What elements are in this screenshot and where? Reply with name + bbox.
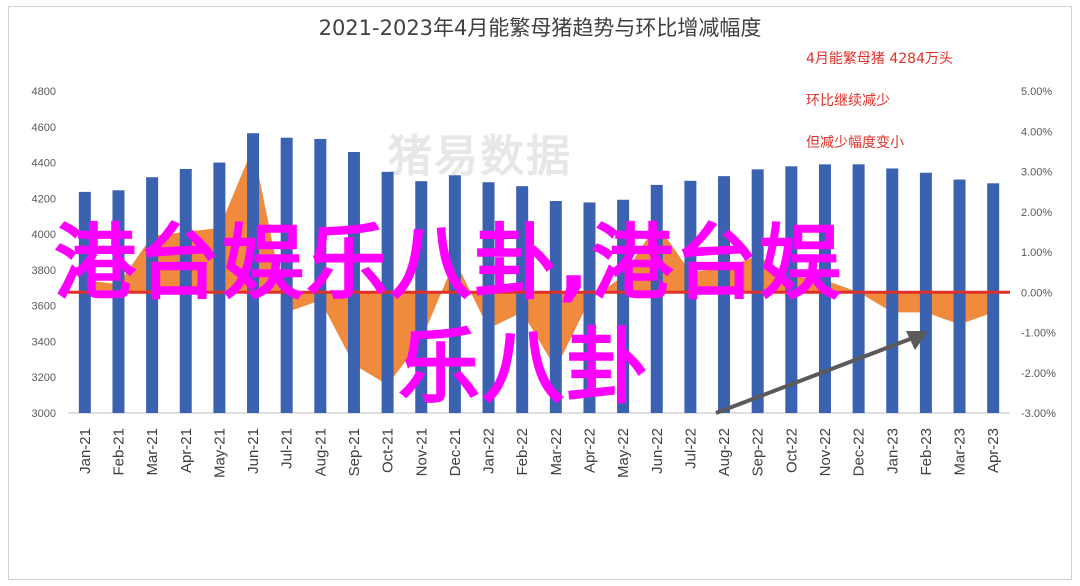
- x-tick-label: Aug-21: [312, 428, 329, 476]
- y-right-tick-label: 0.00%: [1021, 287, 1052, 299]
- bar-Jan-21: [78, 191, 91, 413]
- x-tick-label: Nov-22: [817, 428, 834, 476]
- x-tick-label: Jun-21: [245, 428, 262, 474]
- x-tick-label: Jul-22: [682, 428, 699, 469]
- bar-Apr-23: [987, 183, 1000, 413]
- x-tick-label: Oct-21: [380, 428, 397, 473]
- y-right-tick-label: -1.00%: [1021, 328, 1056, 340]
- bar-Mar-22: [549, 201, 562, 413]
- x-tick-label: Aug-22: [716, 428, 733, 476]
- y-left-tick-label: 3200: [32, 372, 56, 384]
- annotation-sow-count: 4月能繁母猪 4284万头: [806, 51, 953, 67]
- y-right-tick-label: 4.00%: [1021, 126, 1052, 138]
- chart-title: 2021-2023年4月能繁母猪趋势与环比增减幅度: [318, 16, 762, 40]
- bar-Jan-22: [482, 182, 495, 413]
- x-tick-label: Feb-22: [514, 428, 531, 476]
- bar-Nov-21: [415, 181, 428, 413]
- x-tick-label: Apr-22: [581, 428, 598, 473]
- chart-frame: [8, 6, 1072, 580]
- bar-Aug-21: [314, 138, 327, 414]
- annotation-smaller-drop: 但减少幅度变小: [806, 135, 904, 151]
- annotation-decrease: 环比继续减少: [806, 93, 890, 109]
- trend-arrow-head: [906, 331, 928, 350]
- overlay-text-line-2: 乐八卦: [398, 320, 651, 415]
- x-tick-label: Dec-22: [851, 428, 868, 476]
- x-tick-label: Dec-21: [447, 428, 464, 476]
- y-left-tick-label: 3000: [32, 408, 56, 420]
- x-tick-label: Jan-23: [884, 428, 901, 474]
- bar-Feb-21: [112, 190, 125, 413]
- y-left-tick-label: 4000: [32, 229, 56, 241]
- bar-Dec-22: [852, 164, 865, 413]
- x-tick-label: Nov-21: [413, 428, 430, 476]
- y-left-tick-label: 3600: [32, 301, 56, 313]
- x-tick-label: Feb-23: [918, 428, 935, 476]
- x-tick-label: Feb-21: [110, 428, 127, 476]
- bar-Apr-22: [583, 202, 596, 413]
- bar-Mar-23: [953, 179, 966, 413]
- x-tick-label: Sep-22: [750, 428, 767, 476]
- bar-Sep-21: [347, 152, 360, 414]
- bar-Feb-22: [516, 186, 529, 413]
- bar-Oct-22: [785, 166, 798, 413]
- bar-Dec-21: [448, 175, 461, 413]
- bar-Nov-22: [818, 164, 831, 413]
- bar-Jul-21: [280, 137, 293, 413]
- bar-Jul-22: [684, 180, 697, 413]
- bar-Jun-22: [650, 184, 663, 413]
- watermark-logo: 猪易数据: [388, 131, 572, 182]
- overlay-text-line-1: 港台娱乐八卦,港台娱: [54, 216, 844, 311]
- y-right-tick-label: -2.00%: [1021, 368, 1056, 380]
- x-tick-label: Sep-21: [346, 428, 363, 476]
- x-tick-label: Jun-22: [649, 428, 666, 474]
- x-tick-label: Jul-21: [279, 428, 296, 469]
- y-right-tick-label: 2.00%: [1021, 207, 1052, 219]
- x-tick-label: Apr-23: [985, 428, 1002, 473]
- bar-Aug-22: [718, 176, 731, 413]
- bar-Jun-21: [247, 133, 260, 413]
- x-tick-label: Jan-21: [77, 428, 94, 474]
- y-right-tick-label: 1.00%: [1021, 247, 1052, 259]
- y-right-tick-label: 5.00%: [1021, 86, 1052, 98]
- x-tick-label: May-22: [615, 428, 632, 478]
- x-tick-label: Apr-21: [178, 428, 195, 473]
- x-tick-label: Mar-22: [548, 428, 565, 476]
- bar-May-21: [213, 162, 226, 413]
- y-left-tick-label: 3800: [32, 265, 56, 277]
- y-right-tick-label: 3.00%: [1021, 167, 1052, 179]
- y-left-tick-label: 4400: [32, 158, 56, 170]
- x-tick-label: May-21: [211, 428, 228, 478]
- y-left-tick-label: 4600: [32, 122, 56, 134]
- y-right-tick-label: -3.00%: [1021, 408, 1056, 420]
- mom-change-area: [84, 147, 994, 385]
- x-tick-label: Oct-22: [783, 428, 800, 473]
- x-tick-label: Jan-22: [481, 428, 498, 474]
- x-tick-label: Mar-23: [952, 428, 969, 476]
- x-tick-label: Mar-21: [144, 428, 161, 476]
- y-left-tick-label: 3400: [32, 336, 56, 348]
- trend-arrow-line: [715, 334, 919, 415]
- y-left-tick-label: 4800: [32, 86, 56, 98]
- bar-May-22: [617, 199, 630, 413]
- bar-Jan-23: [886, 168, 899, 413]
- y-left-tick-label: 4200: [32, 193, 56, 205]
- bar-Mar-21: [146, 177, 159, 413]
